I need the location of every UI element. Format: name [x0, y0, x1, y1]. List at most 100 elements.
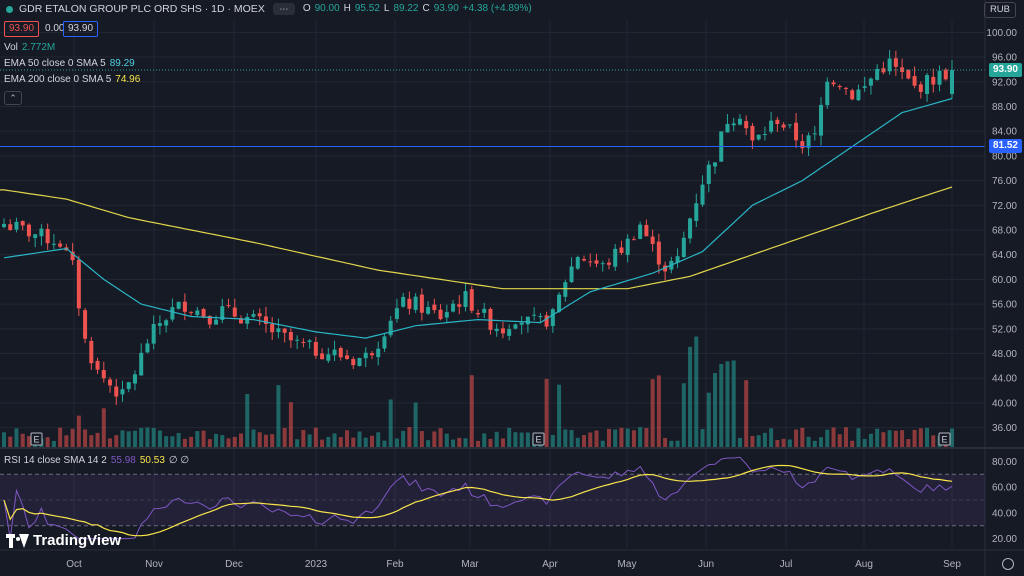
candle-body	[245, 316, 250, 324]
volume-bar	[656, 375, 661, 447]
volume-bar	[388, 399, 393, 447]
volume-bar	[351, 437, 356, 447]
candle-body	[326, 354, 331, 361]
volume-bar	[756, 435, 761, 447]
volume-bar	[906, 439, 911, 447]
candle-body	[220, 306, 225, 320]
symbol-title[interactable]: GDR ETALON GROUP PLC ORD SHS · 1D · MOEX	[19, 3, 265, 15]
volume-bar	[557, 384, 562, 447]
tradingview-logo[interactable]: TradingView	[6, 532, 121, 549]
candle-body	[688, 218, 693, 239]
ema50-label: EMA 50 close 0 SMA 5	[4, 58, 106, 69]
candle-body	[114, 386, 119, 397]
month-tick-label: Jul	[780, 559, 793, 570]
collapse-legend-button[interactable]: ⌃	[4, 91, 22, 105]
volume-bar	[881, 432, 886, 447]
candle-body	[762, 133, 767, 135]
volume-bar	[276, 385, 281, 447]
candle-body	[45, 229, 50, 244]
price-tick-label: 56.00	[992, 300, 1017, 311]
volume-bar	[58, 427, 63, 447]
candle-body	[538, 316, 543, 318]
ema50-line	[3, 97, 953, 339]
candle-body	[525, 316, 530, 325]
month-tick-label: Nov	[145, 559, 163, 570]
volume-bar	[108, 438, 113, 447]
volume-bar	[507, 427, 512, 447]
candle-body	[469, 289, 474, 311]
candle-body	[906, 69, 911, 79]
ema200-label: EMA 200 close 0 SMA 5	[4, 74, 112, 85]
candle-body	[101, 370, 106, 379]
volume-bar	[145, 427, 150, 447]
candle-body	[226, 305, 231, 307]
candle-body	[207, 316, 212, 325]
volume-bar	[164, 436, 169, 447]
volume-bar	[644, 428, 649, 447]
price-grid	[0, 20, 985, 548]
candle-body	[376, 348, 381, 358]
price-tick-label: 76.00	[992, 176, 1017, 187]
candle-body	[856, 89, 861, 101]
month-tick-label: Jun	[698, 559, 714, 570]
volume-bar	[2, 432, 6, 447]
candle-body	[313, 341, 318, 356]
candle-body	[170, 307, 175, 320]
volume-label: Vol	[4, 42, 18, 53]
volume-bar	[931, 435, 936, 447]
settings-gear-icon[interactable]	[1002, 558, 1014, 570]
candle-body	[295, 339, 300, 341]
candle-body	[806, 135, 811, 148]
rsi-tick-label: 80.00	[992, 457, 1017, 468]
horizontal-line-tag[interactable]: 81.52	[988, 139, 1022, 153]
open-key: O	[302, 3, 311, 14]
volume-bar	[101, 408, 106, 447]
volume-bar	[775, 440, 780, 447]
candle-body	[14, 221, 19, 230]
volume-bar	[413, 402, 418, 447]
candle-body	[394, 308, 399, 319]
volume-bar	[868, 433, 873, 447]
candle-body	[120, 389, 125, 395]
volume-bar	[313, 427, 318, 447]
candle-body	[463, 291, 468, 308]
candle-body	[781, 124, 786, 128]
month-tick-label: Sep	[943, 559, 961, 570]
volume-bar	[394, 438, 399, 447]
volume-bar	[575, 437, 580, 447]
volume-bar	[114, 435, 119, 447]
legend-options-icon[interactable]: ⋯	[272, 3, 295, 15]
sell-price-box[interactable]: 93.90	[4, 21, 40, 37]
last-price-tag: 93.90	[988, 63, 1022, 77]
candle-body	[70, 251, 75, 261]
candles	[2, 49, 954, 405]
volume-bar	[189, 436, 194, 447]
volume-bar	[126, 431, 131, 447]
candle-body	[476, 312, 480, 315]
volume-bar	[563, 429, 568, 447]
legend-ema50[interactable]: EMA 50 close 0 SMA 5 89.29	[4, 57, 135, 71]
candle-body	[189, 311, 194, 313]
candle-body	[413, 296, 418, 310]
indicator-lines	[0, 69, 985, 339]
buy-price-box[interactable]: 93.90	[63, 21, 99, 37]
volume-bar	[132, 430, 137, 447]
candle-body	[837, 86, 842, 88]
month-tick-label: Apr	[542, 559, 558, 570]
candle-body	[619, 247, 624, 253]
currency-button[interactable]: RUB	[983, 2, 1016, 18]
volume-bar	[800, 427, 805, 447]
legend-rsi[interactable]: RSI 14 close SMA 14 2 55.98 50.53 ∅ ∅	[4, 454, 189, 468]
volume-bar	[831, 427, 836, 447]
candle-body	[750, 125, 755, 141]
volume-bar	[794, 429, 799, 447]
legend-ema200[interactable]: EMA 200 close 0 SMA 5 74.96	[4, 73, 140, 87]
legend-volume[interactable]: Vol 2.772M	[4, 41, 55, 55]
candle-body	[875, 68, 880, 80]
candle-body	[887, 58, 892, 72]
candle-body	[214, 319, 219, 325]
volume-bar	[20, 433, 25, 447]
volume-bar	[83, 429, 88, 447]
candle-body	[794, 122, 799, 141]
